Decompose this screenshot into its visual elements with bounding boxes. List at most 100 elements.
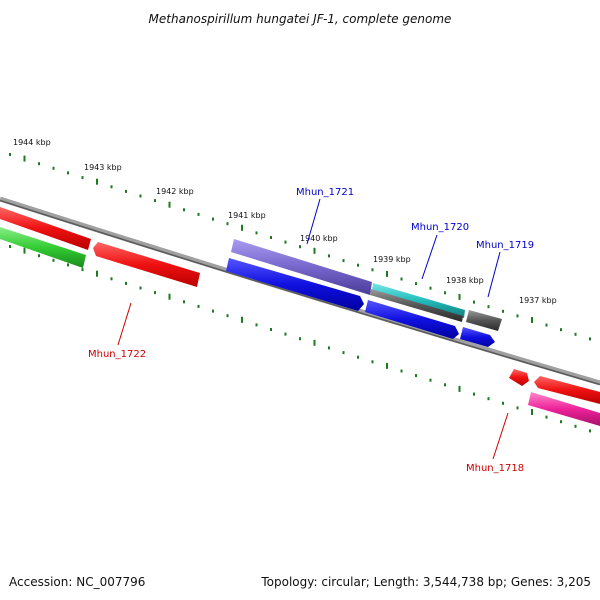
scale-label-1937: 1937 kbp [519, 296, 557, 305]
scale-tick-major [96, 178, 98, 185]
scale-tick [429, 378, 432, 382]
scale-tick [270, 328, 272, 331]
gene-label-mhun-1720[interactable]: Mhun_1720 [411, 222, 469, 233]
scale-tick [400, 369, 403, 373]
scale-tick-major [313, 247, 316, 254]
scale-tick [139, 286, 142, 290]
gene-red-right[interactable] [534, 376, 600, 404]
scale-tick [415, 374, 417, 378]
scale-tick-major [23, 155, 26, 162]
scale-tick [574, 424, 577, 428]
scale-tick [38, 162, 40, 166]
scale-tick [81, 176, 84, 180]
scale-tick [81, 268, 84, 272]
scale-tick [299, 245, 301, 249]
scale-tick [299, 337, 301, 341]
scale-tick [284, 240, 287, 244]
scale-tick [226, 222, 229, 226]
scale-tick [67, 263, 69, 267]
gene-blue-large[interactable] [226, 258, 364, 311]
scale-tick [589, 429, 591, 433]
scale-tick [125, 281, 127, 285]
gene-gray-mhun-1720[interactable] [370, 289, 463, 322]
scale-tick-major [386, 362, 388, 369]
scale-tick [52, 258, 55, 262]
scale-tick-major [96, 270, 98, 277]
scale-tick [502, 401, 504, 405]
scale-tick [38, 254, 40, 258]
scale-tick [212, 309, 214, 313]
scale-labels: 1944 kbp 1943 kbp 1942 kbp 1941 kbp 1940… [13, 138, 557, 305]
scale-tick-major [168, 201, 171, 208]
scale-tick [516, 314, 519, 318]
scale-label-1942: 1942 kbp [156, 187, 194, 196]
scale-tick-major [23, 247, 26, 254]
gene-pink-right[interactable] [528, 392, 600, 426]
scale-tick-major [241, 316, 243, 323]
callout-line-mhun-1718 [492, 412, 509, 460]
scale-tick [9, 245, 11, 248]
scale-tick [139, 194, 142, 198]
scale-tick-major [531, 409, 533, 415]
scale-tick [589, 337, 591, 341]
scale-tick [284, 332, 287, 336]
scale-tick-major [386, 270, 388, 277]
callout-line-mhun-1720 [421, 234, 438, 280]
scale-tick [429, 286, 432, 290]
scale-tick [516, 406, 519, 410]
scale-tick [154, 199, 156, 203]
scale-tick [357, 263, 359, 267]
scale-tick [473, 392, 475, 396]
gene-blue-small[interactable] [460, 327, 495, 347]
gene-label-mhun-1722[interactable]: Mhun_1722 [88, 349, 146, 360]
scale-tick [125, 189, 127, 193]
scale-tick [560, 328, 562, 332]
gene-cyan-mhun-1720[interactable] [372, 283, 465, 318]
scale-track [9, 153, 591, 433]
scale-tick [328, 254, 330, 258]
scale-tick-major [241, 224, 243, 231]
scale-label-1941: 1941 kbp [228, 211, 266, 220]
gene-red-mhun-1718[interactable] [509, 369, 529, 386]
scale-tick-major [458, 385, 461, 392]
scale-tick [328, 346, 330, 350]
scale-label-1944: 1944 kbp [13, 138, 51, 147]
scale-tick [342, 351, 345, 355]
scale-tick [255, 231, 258, 235]
scale-tick [226, 314, 229, 318]
scale-tick [255, 323, 258, 327]
scale-label-1938: 1938 kbp [446, 276, 484, 285]
scale-tick [342, 259, 345, 263]
scale-tick-major [531, 317, 533, 323]
gene-purple-mhun-1721[interactable] [231, 239, 372, 295]
gene-label-mhun-1721[interactable]: Mhun_1721 [296, 187, 354, 198]
scale-tick [444, 383, 446, 387]
scale-tick [9, 153, 11, 156]
gene-gray-mhun-1719[interactable] [466, 310, 502, 331]
scale-tick [400, 277, 403, 281]
gene-red-upper-left[interactable] [0, 207, 91, 250]
scale-tick-major [168, 293, 171, 300]
scale-tick [502, 309, 504, 313]
scale-tick [67, 171, 69, 175]
genome-summary-text: Topology: circular; Length: 3,544,738 bp… [260, 575, 591, 589]
scale-label-1940: 1940 kbp [300, 234, 338, 243]
callout-line-mhun-1722 [117, 302, 132, 346]
scale-label-1943: 1943 kbp [84, 163, 122, 172]
gene-blue-middle[interactable] [365, 300, 459, 339]
callout-line-mhun-1721 [306, 198, 321, 245]
scale-tick [110, 185, 113, 189]
gene-label-mhun-1718[interactable]: Mhun_1718 [466, 463, 524, 474]
scale-tick [487, 305, 490, 309]
scale-tick [110, 277, 113, 281]
scale-tick-major [313, 339, 316, 346]
accession-text: Accession: NC_007796 [9, 575, 145, 589]
gene-callouts [117, 198, 509, 460]
gene-red-mhun-1722[interactable] [93, 242, 200, 287]
gene-label-mhun-1719[interactable]: Mhun_1719 [476, 240, 534, 251]
scale-tick [371, 268, 374, 272]
gene-green-left[interactable] [0, 227, 86, 268]
scale-label-1939: 1939 kbp [373, 255, 411, 264]
scale-tick [545, 415, 548, 419]
